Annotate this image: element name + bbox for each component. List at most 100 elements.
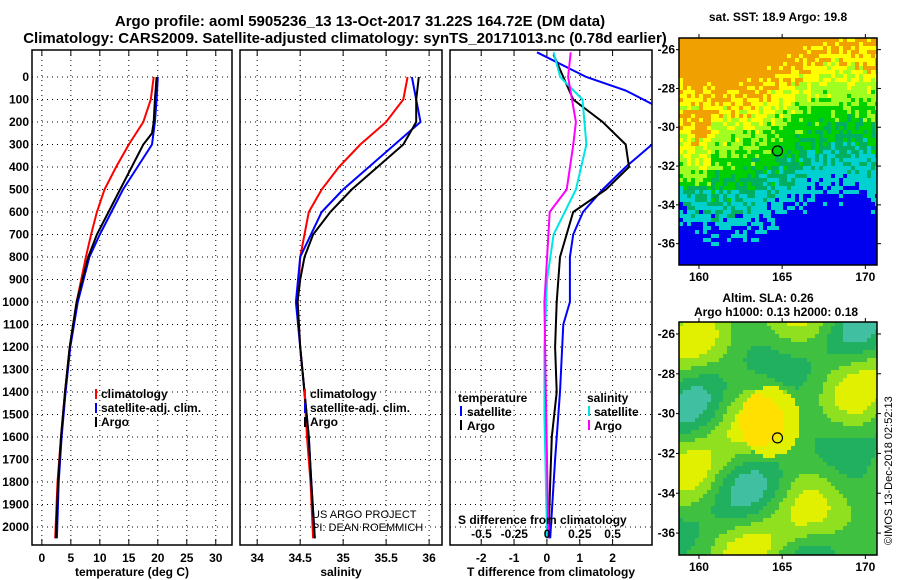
map-cell	[715, 422, 720, 427]
map-cell	[839, 322, 844, 327]
map-cell	[871, 402, 876, 407]
map-cell	[855, 50, 860, 55]
map-cell	[739, 118, 744, 123]
map-cell	[787, 114, 792, 119]
map-cell	[843, 354, 848, 359]
map-cell	[799, 142, 804, 147]
map-cell	[687, 154, 692, 159]
map-cell	[823, 242, 828, 247]
map-cell	[695, 134, 700, 139]
map-cell	[711, 74, 716, 79]
map-cell	[847, 210, 852, 215]
map-cell	[739, 382, 744, 387]
map-cell	[795, 258, 800, 263]
map-cell	[723, 126, 728, 131]
map-cell	[771, 350, 776, 355]
map-cell	[787, 166, 792, 171]
map-cell	[711, 58, 716, 63]
map-cell	[847, 362, 852, 367]
map-cell	[707, 446, 712, 451]
map-cell	[775, 114, 780, 119]
map-cell	[683, 218, 688, 223]
map-cell	[871, 262, 876, 265]
map-cell	[715, 74, 720, 79]
map-cell	[871, 170, 876, 175]
map-cell	[719, 42, 724, 47]
map-cell	[691, 454, 696, 459]
map-cell	[811, 214, 816, 219]
map-cell	[847, 386, 852, 391]
map-cell	[787, 358, 792, 363]
map-cell	[687, 114, 692, 119]
map-cell	[775, 402, 780, 407]
map-cell	[771, 210, 776, 215]
map-cell	[739, 166, 744, 171]
map-cell	[827, 190, 832, 195]
map-cell	[731, 398, 736, 403]
map-cell	[751, 190, 756, 195]
map-cell	[723, 42, 728, 47]
map-cell	[719, 442, 724, 447]
map-cell	[739, 86, 744, 91]
map-cell	[707, 466, 712, 471]
map-cell	[843, 366, 848, 371]
map-cell	[815, 50, 820, 55]
map-cell	[851, 438, 856, 443]
map-cell	[847, 238, 852, 243]
map-cell	[735, 410, 740, 415]
map-cell	[851, 146, 856, 151]
map-cell	[719, 358, 724, 363]
map-cell	[715, 406, 720, 411]
map-cell	[811, 98, 816, 103]
map-cell	[843, 74, 848, 79]
map-cell	[735, 366, 740, 371]
map-cell	[815, 330, 820, 335]
map-cell	[827, 394, 832, 399]
map-cell	[679, 330, 684, 335]
map-cell	[783, 442, 788, 447]
map-cell	[791, 138, 796, 143]
map-cell	[767, 434, 772, 439]
map-cell	[875, 462, 877, 467]
map-cell	[779, 334, 784, 339]
map-cell	[795, 450, 800, 455]
map-cell	[811, 118, 816, 123]
map-cell	[699, 262, 704, 265]
map-cell	[727, 406, 732, 411]
map-cell	[723, 46, 728, 51]
map-cell	[771, 66, 776, 71]
map-cell	[871, 334, 876, 339]
map-cell	[839, 258, 844, 263]
map-cell	[731, 218, 736, 223]
map-cell	[863, 434, 868, 439]
map-cell	[827, 210, 832, 215]
map-cell	[803, 250, 808, 255]
map-cell	[851, 154, 856, 159]
map-cell	[807, 382, 812, 387]
map-cell	[803, 38, 808, 43]
map-cell	[707, 170, 712, 175]
map-cell	[743, 122, 748, 127]
map-cell	[703, 466, 708, 471]
map-cell	[731, 238, 736, 243]
map-cell	[831, 426, 836, 431]
map-cell	[771, 394, 776, 399]
map-cell	[827, 186, 832, 191]
map-cell	[787, 126, 792, 131]
map-cell	[727, 350, 732, 355]
map-cell	[723, 466, 728, 471]
map-cell	[847, 190, 852, 195]
map-cell	[807, 174, 812, 179]
map-cell	[691, 406, 696, 411]
map-cell	[831, 122, 836, 127]
map-cell	[739, 342, 744, 347]
map-cell	[735, 338, 740, 343]
map-cell	[755, 170, 760, 175]
map-cell	[875, 398, 877, 403]
map-cell	[775, 150, 780, 155]
legend-label: satellite	[594, 405, 639, 419]
map-cell	[787, 150, 792, 155]
map-cell	[859, 146, 864, 151]
map-cell	[743, 158, 748, 163]
map-cell	[723, 474, 728, 479]
